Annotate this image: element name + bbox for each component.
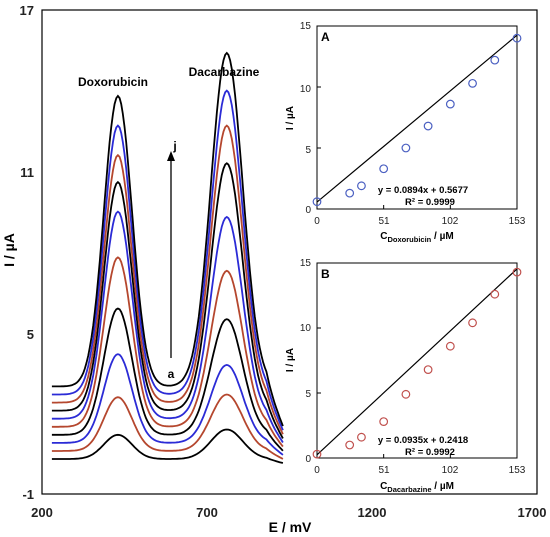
- inset-a-y-tick: 15: [300, 21, 312, 32]
- inset-a-r2: R² = 0.9999: [405, 197, 455, 208]
- inset-b-data-point: [379, 417, 389, 427]
- inset-a-data-point: [512, 33, 522, 43]
- inset-b-y-tick: 0: [305, 454, 311, 465]
- inset-b-data-point: [490, 289, 500, 299]
- inset-b-y-tick: 15: [300, 258, 312, 269]
- inset-b-data-point: [445, 341, 455, 351]
- inset-b-x-tick: 0: [314, 465, 320, 476]
- inset-b-y-axis-title: I / µA: [285, 348, 296, 372]
- voltammogram-curve-h: [51, 124, 284, 435]
- inset-a-data-point: [490, 55, 500, 65]
- inset-a-x-tick: 153: [509, 216, 526, 227]
- inset-a-y-tick: 5: [305, 145, 311, 156]
- arrowhead-icon: [167, 151, 175, 161]
- inset-a-y-axis-title: I / µA: [285, 106, 296, 130]
- voltammogram-curve-i: [51, 89, 284, 431]
- inset-a-x-axis-title: CDoxorubicin / µM: [380, 231, 453, 244]
- inset-b-x-axis-title: CDacarbazine / µM: [380, 481, 454, 494]
- inset-b-x-tick: 153: [509, 465, 526, 476]
- inset-b-background: [316, 262, 518, 459]
- voltammogram-curve-f: [51, 210, 284, 443]
- inset-b-x-tick: 102: [442, 465, 459, 476]
- inset-a-equation: y = 0.0894x + 0.5677: [378, 185, 468, 196]
- curve-label-j: j: [172, 139, 176, 153]
- voltammogram-curves: [51, 51, 284, 464]
- inset-a-y-tick: 0: [305, 205, 311, 216]
- inset-b-x-tick: 51: [378, 465, 390, 476]
- inset-b-data-point: [401, 389, 411, 399]
- inset-a-background: [316, 25, 518, 210]
- inset-b-data-point: [512, 267, 522, 277]
- y-tick-label: 5: [27, 327, 34, 342]
- inset-a-x-tick: 51: [378, 216, 390, 227]
- voltammogram-curve-j: [51, 51, 284, 427]
- inset-b-equation: y = 0.0935x + 0.2418: [378, 435, 468, 446]
- main-plot-frame: [41, 9, 538, 495]
- inset-b-data-point: [357, 432, 366, 442]
- inset-a-data-point: [312, 197, 322, 207]
- inset-a-panel-label: A: [321, 30, 330, 44]
- inset-b-x-title-main: C: [380, 481, 387, 492]
- inset-a-data-point: [379, 164, 389, 174]
- x-tick-label: 1700: [518, 505, 547, 520]
- inset-a-marks: [312, 25, 522, 210]
- voltammogram-curve-a: [51, 428, 284, 464]
- y-tick-label: -1: [22, 487, 34, 502]
- inset-a-x-title-sub: Doxorubicin: [388, 235, 432, 244]
- inset-a-data-point: [423, 121, 433, 131]
- inset-a-fit-line: [316, 34, 518, 203]
- inset-b-data-point: [423, 365, 433, 375]
- inset-a-data-point: [401, 143, 411, 153]
- peak-label-dacarbazine: Dacarbazine: [189, 65, 260, 79]
- curve-label-a: a: [168, 367, 175, 381]
- inset-b-panel-label: B: [321, 267, 330, 281]
- inset-b-data-point: [468, 318, 477, 328]
- inset-a-data-point: [357, 181, 366, 191]
- inset-a-y-tick: 10: [300, 84, 312, 95]
- inset-b-x-title-unit: / µM: [431, 481, 453, 492]
- y-tick-label: 17: [20, 3, 34, 18]
- inset-a-x-tick: 0: [314, 216, 320, 227]
- inset-a-data-point: [345, 188, 355, 198]
- voltammogram-curve-g: [51, 162, 284, 439]
- voltammogram-curve-e: [51, 256, 284, 448]
- x-tick-label: 700: [196, 505, 218, 520]
- x-tick-label: 1200: [358, 505, 387, 520]
- y-axis-title: I / µA: [1, 233, 17, 267]
- inset-b-y-tick: 10: [300, 323, 312, 334]
- inset-a-x-tick: 102: [442, 216, 459, 227]
- inset-b-fit-line: [316, 268, 518, 456]
- inset-b-data-point: [312, 449, 322, 459]
- voltammogram-curve-d: [51, 307, 284, 452]
- inset-b-y-tick: 5: [305, 389, 311, 400]
- x-tick-label: 200: [31, 505, 53, 520]
- inset-a-data-point: [445, 99, 455, 109]
- inset-b-marks: [312, 262, 522, 459]
- inset-b-data-point: [345, 440, 355, 450]
- voltammogram-curve-b: [51, 393, 284, 460]
- inset-b-r2: R² = 0.9992: [405, 447, 455, 458]
- inset-a-data-point: [468, 78, 477, 88]
- x-axis-title: E / mV: [269, 519, 312, 535]
- y-tick-label: 11: [20, 165, 34, 180]
- peak-label-doxorubicin: Doxorubicin: [78, 75, 148, 89]
- inset-a-x-title-unit: / µM: [431, 231, 453, 242]
- inset-b-x-title-sub: Dacarbazine: [387, 485, 431, 494]
- voltammogram-curve-c: [51, 353, 284, 456]
- inset-a-x-title-main: C: [380, 231, 387, 242]
